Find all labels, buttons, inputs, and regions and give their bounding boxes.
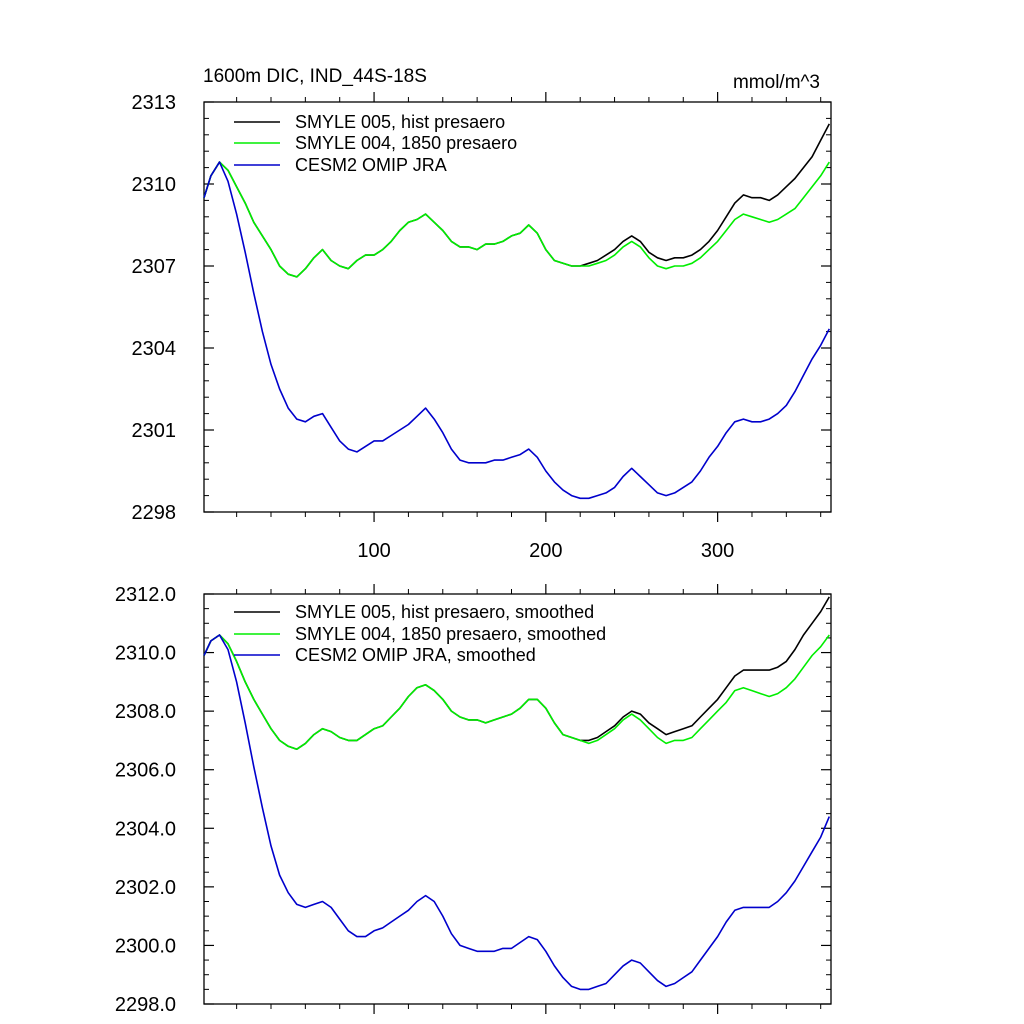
y-tick-label: 2300.0	[115, 935, 176, 957]
x-tick-label: 300	[701, 540, 734, 562]
y-tick-label: 2302.0	[115, 877, 176, 899]
series-line-1	[203, 634, 830, 751]
top-panel-y-tick-labels: 2298 2301 2304 2307 2310 2313	[132, 92, 177, 524]
y-tick-label: 2310.0	[115, 643, 176, 665]
y-tick-label: 2306.0	[115, 760, 176, 782]
legend-label-smyle005: SMYLE 005, hist presaero	[295, 112, 505, 132]
series-line-2	[203, 161, 831, 500]
top-panel-legend: SMYLE 005, hist presaero SMYLE 004, 1850…	[234, 112, 517, 175]
top-panel: 1600m DIC, IND_44S-18S mmol/m^3 2298 2301…	[132, 66, 832, 562]
y-tick-label: 2310	[132, 174, 177, 196]
bottom-panel-series	[203, 596, 831, 991]
x-tick-label: 100	[357, 540, 390, 562]
legend-label-smyle005-smoothed: SMYLE 005, hist presaero, smoothed	[295, 602, 594, 622]
y-tick-label: 2308.0	[115, 701, 176, 723]
legend-label-cesm2-smoothed: CESM2 OMIP JRA, smoothed	[295, 645, 536, 665]
y-tick-label: 2298.0	[115, 994, 176, 1016]
y-tick-label: 2304.0	[115, 818, 176, 840]
top-panel-x-tick-labels: 100 200 300	[357, 540, 734, 562]
bottom-panel-legend: SMYLE 005, hist presaero, smoothed SMYLE…	[234, 602, 606, 665]
y-tick-label: 2304	[132, 338, 177, 360]
x-tick-label: 200	[529, 540, 562, 562]
legend-label-smyle004-smoothed: SMYLE 004, 1850 presaero, smoothed	[295, 624, 606, 644]
top-panel-frame	[203, 101, 832, 513]
series-line-1	[203, 161, 830, 278]
y-tick-label: 2313	[132, 92, 177, 114]
top-panel-units: mmol/m^3	[733, 72, 820, 93]
top-panel-title: 1600m DIC, IND_44S-18S	[203, 66, 427, 87]
y-tick-label: 2301	[132, 420, 177, 442]
y-tick-label: 2298	[132, 502, 177, 524]
legend-label-smyle004: SMYLE 004, 1850 presaero	[295, 133, 517, 153]
bottom-panel-y-tick-labels: 2298.0 2300.0 2302.0 2304.0 2306.0 2308.0 2310…	[115, 584, 176, 1016]
y-tick-label: 2307	[132, 256, 177, 278]
bottom-panel: 2298.0 2300.0 2302.0 2304.0 2306.0 2308.0 2310…	[115, 584, 832, 1016]
top-panel-ticks	[204, 92, 831, 522]
y-tick-label: 2312.0	[115, 584, 176, 606]
legend-label-cesm2: CESM2 OMIP JRA	[295, 155, 447, 175]
series-line-2	[203, 634, 831, 991]
top-panel-series	[203, 123, 831, 500]
